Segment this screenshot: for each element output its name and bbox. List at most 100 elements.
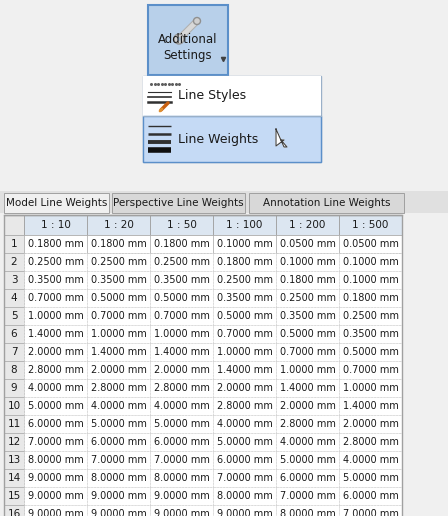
Text: 1.0000 mm: 1.0000 mm [217,347,273,357]
Text: 1.4000 mm: 1.4000 mm [28,329,84,339]
Text: 1.0000 mm: 1.0000 mm [280,365,336,375]
Text: 5.0000 mm: 5.0000 mm [280,455,336,465]
Bar [339,235,402,253]
Bar [87,505,150,516]
Bar [213,505,276,516]
Text: 7.0000 mm: 7.0000 mm [343,509,399,516]
Bar [339,397,402,415]
Text: 1 : 100: 1 : 100 [226,220,263,230]
Bar [87,487,150,505]
Bar [4,235,24,253]
Bar [150,451,213,469]
Text: 4.0000 mm: 4.0000 mm [280,437,336,447]
Bar [4,433,24,451]
Text: 5.0000 mm: 5.0000 mm [28,401,84,411]
Text: 0.7000 mm: 0.7000 mm [343,365,399,375]
Text: 8.0000 mm: 8.0000 mm [217,491,273,501]
Bar [4,415,24,433]
Bar [150,505,213,516]
Bar [276,343,339,361]
Bar [339,253,402,271]
Text: 2.8000 mm: 2.8000 mm [217,401,273,411]
Bar [143,76,321,116]
Text: 6.0000 mm: 6.0000 mm [343,491,399,501]
Bar [213,415,276,433]
Bar [87,379,150,397]
Bar [339,433,402,451]
Text: 2.0000 mm: 2.0000 mm [280,401,336,411]
Text: 0.2500 mm: 0.2500 mm [217,275,273,285]
Bar [150,397,213,415]
Text: 2.8000 mm: 2.8000 mm [280,419,336,429]
Text: 0.2500 mm: 0.2500 mm [343,311,399,321]
Bar [276,289,339,307]
Text: 1 : 20: 1 : 20 [103,220,134,230]
Text: 5: 5 [11,311,17,321]
Bar [150,271,213,289]
Text: 1.4000 mm: 1.4000 mm [91,347,147,357]
Bar [87,415,150,433]
Bar [276,397,339,415]
Bar [24,289,87,307]
Text: 1 : 200: 1 : 200 [289,220,326,230]
Text: Annotation Line Weights: Annotation Line Weights [263,198,390,208]
Text: 7.0000 mm: 7.0000 mm [217,473,273,483]
Bar [4,193,109,213]
Text: 0.7000 mm: 0.7000 mm [28,293,84,303]
Bar [150,325,213,343]
Text: 6.0000 mm: 6.0000 mm [28,419,84,429]
Bar [24,379,87,397]
Bar [87,343,150,361]
Text: 4.0000 mm: 4.0000 mm [154,401,210,411]
Bar [24,235,87,253]
Text: 0.2500 mm: 0.2500 mm [280,293,336,303]
Text: 0.7000 mm: 0.7000 mm [280,347,336,357]
Bar [143,116,321,162]
Text: 14: 14 [7,473,21,483]
Text: 0.1800 mm: 0.1800 mm [343,293,399,303]
Text: 1.4000 mm: 1.4000 mm [280,383,336,393]
Bar [150,379,213,397]
Text: 9.0000 mm: 9.0000 mm [154,509,210,516]
Text: 0.1800 mm: 0.1800 mm [28,239,84,249]
Bar [87,215,150,235]
Bar [24,451,87,469]
Bar [4,469,24,487]
Bar [24,271,87,289]
Bar [276,253,339,271]
Bar [87,253,150,271]
Bar [4,215,402,516]
Text: 4.0000 mm: 4.0000 mm [343,455,399,465]
Bar [339,415,402,433]
Text: 8.0000 mm: 8.0000 mm [28,455,84,465]
Bar [24,325,87,343]
Text: 10: 10 [8,401,21,411]
Bar [150,215,213,235]
Bar [276,451,339,469]
Bar [4,505,24,516]
Text: 9.0000 mm: 9.0000 mm [154,491,210,501]
Bar [87,397,150,415]
Text: 1 : 50: 1 : 50 [167,220,196,230]
Text: 1.4000 mm: 1.4000 mm [217,365,273,375]
Bar [276,433,339,451]
Text: 0.2500 mm: 0.2500 mm [91,257,147,267]
Bar [143,76,321,162]
Bar [339,505,402,516]
Bar [150,307,213,325]
Text: 2.8000 mm: 2.8000 mm [343,437,399,447]
Bar [4,487,24,505]
Bar [24,469,87,487]
Bar [24,397,87,415]
Bar [339,487,402,505]
Bar [339,271,402,289]
Text: 1.0000 mm: 1.0000 mm [28,311,84,321]
Text: Additional
Settings: Additional Settings [158,33,218,62]
Text: 0.0500 mm: 0.0500 mm [343,239,399,249]
Text: 8: 8 [11,365,17,375]
Text: 7.0000 mm: 7.0000 mm [154,455,210,465]
Text: 2.8000 mm: 2.8000 mm [28,365,84,375]
Text: 2.0000 mm: 2.0000 mm [343,419,399,429]
Text: 0.7000 mm: 0.7000 mm [154,311,210,321]
Text: 9.0000 mm: 9.0000 mm [91,509,147,516]
